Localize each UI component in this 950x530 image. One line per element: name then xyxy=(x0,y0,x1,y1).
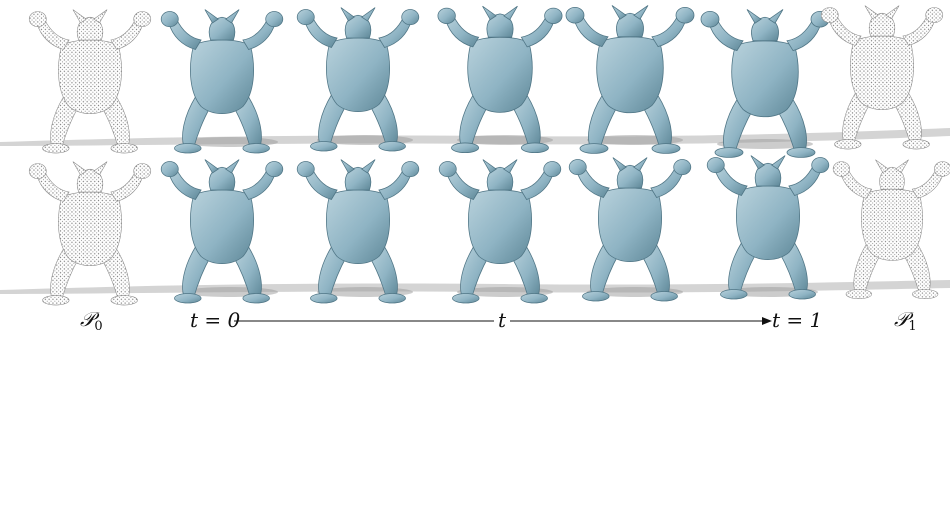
mesh-frame xyxy=(438,159,562,304)
point-cloud-source-frame xyxy=(28,9,152,154)
mesh-frame xyxy=(568,157,692,302)
time-axis: 𝒫0 t = 0 t t = 1 𝒫1 xyxy=(80,307,917,334)
label-t-end: t = 1 xyxy=(772,308,822,332)
figure-canvas: 𝒫0 t = 0 t t = 1 𝒫1 xyxy=(0,4,950,334)
mesh-frame xyxy=(296,159,420,304)
arrowhead-icon xyxy=(762,317,772,325)
point-cloud-target-frame xyxy=(832,159,950,300)
row-2 xyxy=(28,155,950,306)
shadow xyxy=(717,139,813,149)
mesh-frame xyxy=(437,5,563,154)
mesh-frame xyxy=(706,155,830,300)
mesh-frame xyxy=(565,4,695,154)
mesh-frame xyxy=(160,159,284,304)
mesh-frame xyxy=(160,9,284,154)
label-t-start: t = 0 xyxy=(190,308,241,332)
row-1 xyxy=(28,4,944,158)
label-t-mid: t xyxy=(498,308,507,332)
point-cloud-source-frame xyxy=(28,161,152,306)
label-p0: 𝒫0 xyxy=(80,307,103,334)
label-p1: 𝒫1 xyxy=(894,307,917,334)
point-cloud-target-frame xyxy=(820,5,944,150)
mesh-frame xyxy=(296,7,420,152)
